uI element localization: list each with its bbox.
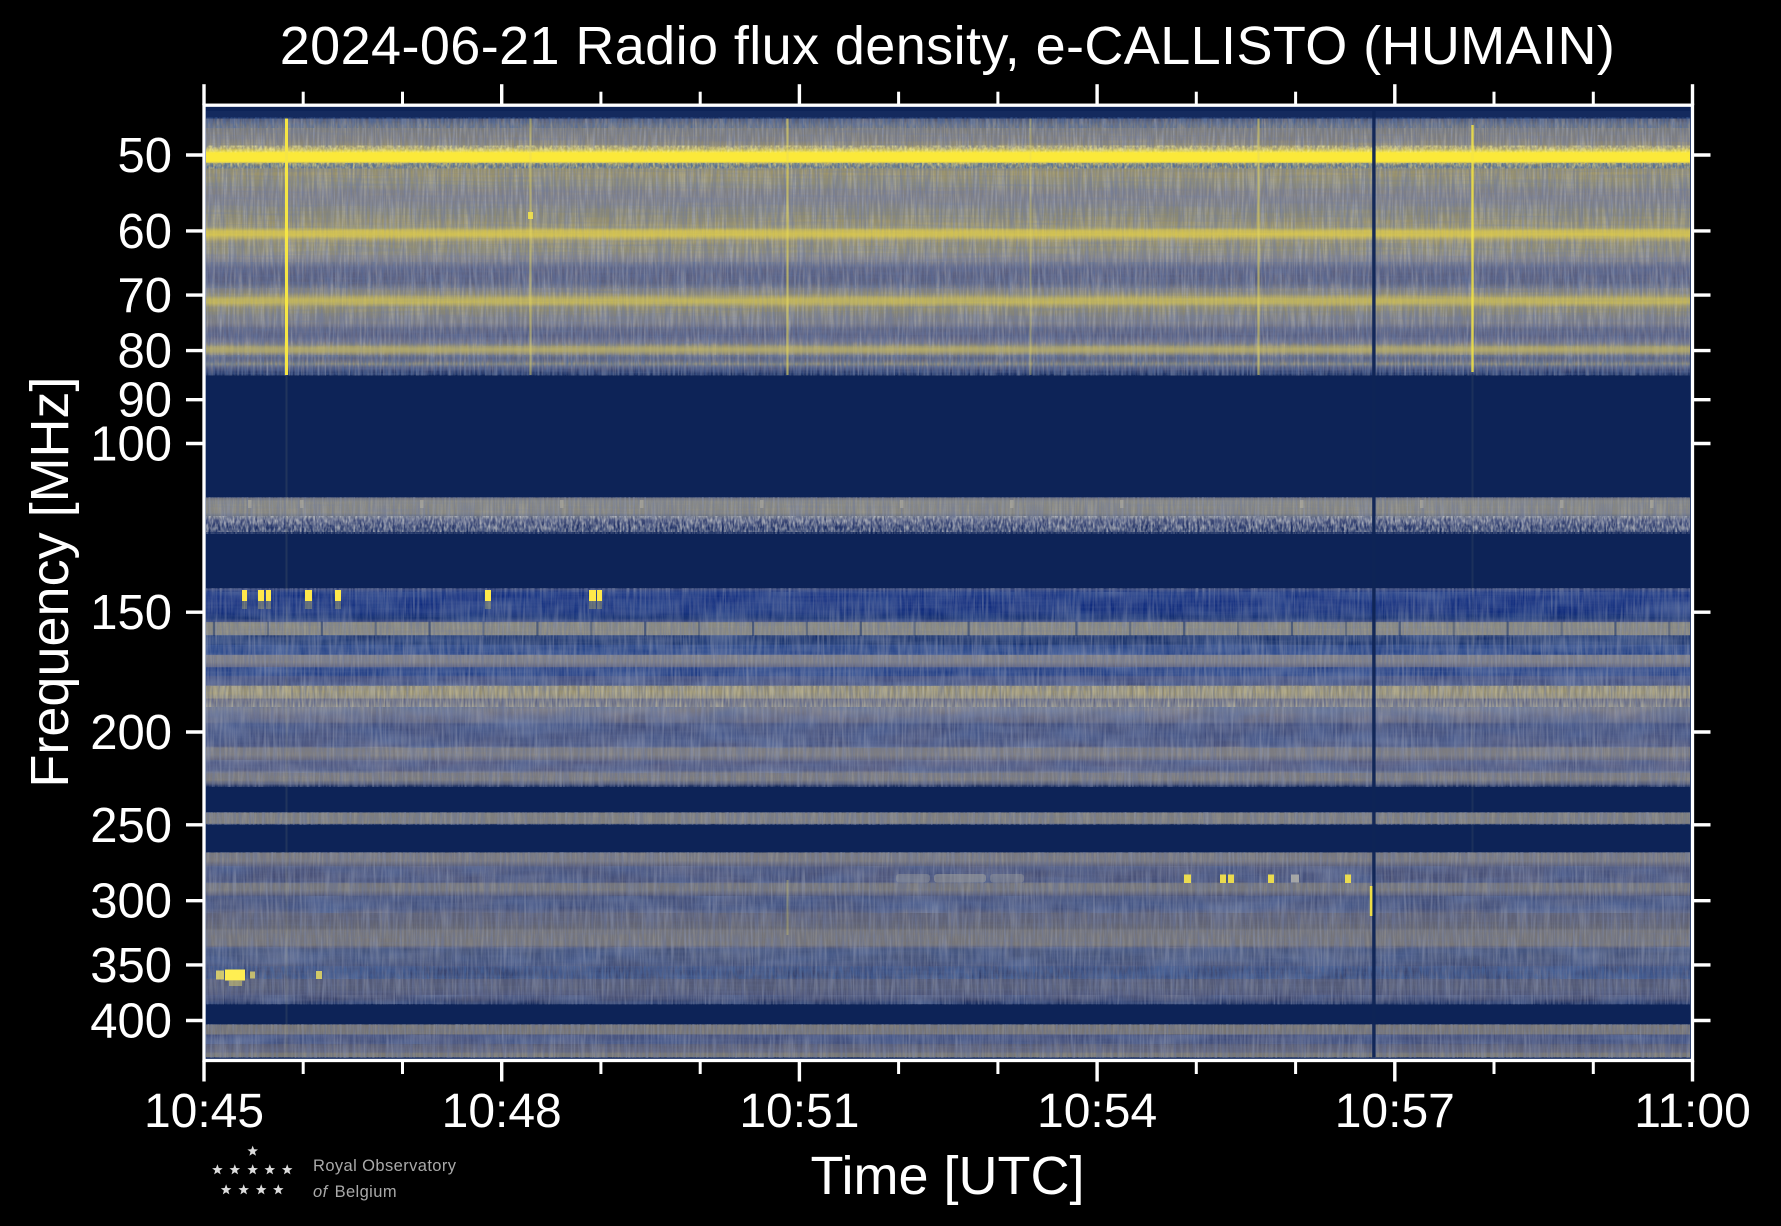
svg-text:90: 90 [117, 374, 172, 428]
svg-text:100: 100 [90, 418, 172, 472]
svg-text:400: 400 [90, 995, 172, 1049]
svg-text:11:00: 11:00 [1634, 1085, 1751, 1138]
svg-text:2024-06-21 Radio flux density,: 2024-06-21 Radio flux density, e-CALLIST… [280, 16, 1616, 76]
svg-text:80: 80 [117, 325, 172, 379]
svg-text:Royal Observatory: Royal Observatory [313, 1157, 457, 1175]
svg-text:300: 300 [90, 875, 172, 929]
svg-text:60: 60 [117, 205, 172, 259]
svg-text:10:54: 10:54 [1037, 1085, 1157, 1138]
svg-text:50: 50 [117, 129, 172, 183]
svg-text:10:48: 10:48 [442, 1085, 562, 1138]
svg-text:Time [UTC]: Time [UTC] [811, 1146, 1085, 1206]
svg-text:350: 350 [90, 939, 172, 993]
svg-text:10:57: 10:57 [1335, 1085, 1455, 1138]
svg-text:250: 250 [90, 799, 172, 853]
svg-text:200: 200 [90, 706, 172, 760]
svg-text:150: 150 [90, 586, 172, 640]
svg-text:70: 70 [117, 269, 172, 323]
svg-text:Frequency [MHz]: Frequency [MHz] [20, 376, 80, 787]
svg-text:10:51: 10:51 [739, 1085, 859, 1138]
svg-text:10:45: 10:45 [144, 1085, 264, 1138]
